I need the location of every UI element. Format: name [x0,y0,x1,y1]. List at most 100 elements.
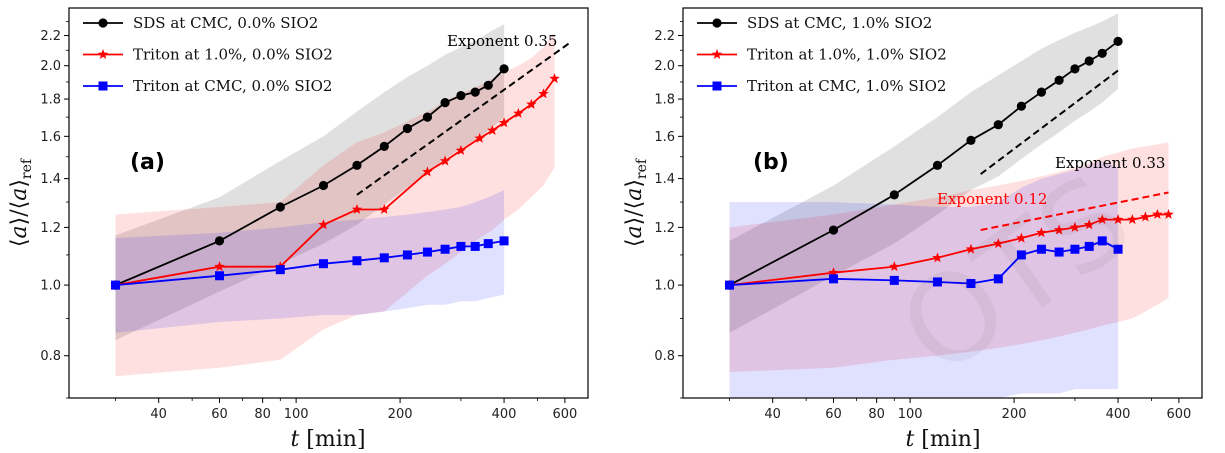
panel-b-series-2-point-11 [1097,236,1107,246]
panel-b-series-1-point-9 [1069,221,1081,232]
panel-a-series-2-point-9 [456,241,466,251]
panel-a-label: (a) [130,150,165,175]
panel-b-x-tick-label-4: 200 [1002,407,1027,422]
panel-b-reference-label-1: Exponent 0.12 [937,190,1047,208]
panel-b-series-1-point-2 [889,261,900,272]
panel-b-x-tick-label-3: 100 [898,407,923,422]
panel-b-series-2-point-0 [725,280,735,290]
panel-a-series-0-point-6 [402,123,413,134]
panel-a-y-tick-label-5: 1.8 [40,93,61,108]
panel-b-x-axis-label: t [min] [905,427,980,452]
panel-a-series-0-point-9 [456,90,466,101]
panel-b-series-0-point-3 [932,160,943,170]
panel-a-series-1-line [115,78,556,286]
panel-a-series-1-point-3 [318,219,329,230]
panel-a-series-2-point-12 [499,236,509,246]
panel-b-series-1-point-15 [1152,208,1163,219]
panel-a-series-2-point-7 [422,247,432,257]
panel-a-y-tick-label-3: 1.4 [40,172,61,187]
panel-b-x-tick-label-0: 40 [764,407,781,422]
panel-b-series-2-point-5 [993,274,1003,284]
panel-b-series-1-point-6 [1016,232,1027,243]
panel-a-series-0-point-8 [440,97,450,108]
panel-b-legend-label-0: SDS at CMC, 1.0% SIO2 [747,14,932,32]
panel-a-series-2-band [115,190,505,333]
panel-a-x-tick-label-4: 200 [388,407,413,422]
panel-b-series-0-band [729,13,1119,333]
panel-b-series-1-point-5 [993,238,1004,249]
panel-a-series-1-point-11 [498,117,510,128]
panel-b-frame [682,7,1203,399]
panel-a-series-1-point-12 [513,107,524,118]
panel-b-series-1-point-4 [965,243,977,254]
panel-b-series-2-point-4 [966,279,976,289]
panel-a: 40 60 80 100 200 400 600 0.8 1.0 1.2 1.4 1.6 1.8 2.0 2… [7,7,589,452]
panel-a-series-0-band [115,24,505,341]
panel-b-series-2-point-10 [1084,241,1094,251]
panel-a-series-2-point-4 [352,256,362,266]
panel-b-x-tick-label-6: 600 [1166,407,1191,422]
panel-b-x-tick-label-1: 60 [825,407,842,422]
panel-a-x-axis-label: t [min] [290,427,365,452]
panel-b-series-2-point-9 [1070,244,1080,254]
panel-a-y-tick-label-0: 0.8 [40,349,61,364]
panel-a-series-2-point-10 [470,241,480,251]
panel-b-series-0-point-8 [1054,75,1064,85]
panel-a-series-2-point-11 [483,239,493,249]
panel-a-series-1-point-7 [439,155,451,166]
panel-b-y-tick-label-6: 2.0 [654,59,675,74]
panel-a-series-1-point-5 [379,203,390,214]
panel-a-y-tick-label-7: 2.2 [40,29,61,44]
panel-a-legend-marker-0 [98,18,108,28]
panel-a-legend-label-2: Triton at CMC, 0.0% SIO2 [133,77,332,95]
panel-b-series-1-point-1 [828,267,839,278]
panel-a-series-2-point-3 [318,259,328,269]
panel-a-series-0-point-3 [318,180,329,191]
panel-a-series-2-point-8 [440,244,450,254]
panel-b-series-1-point-7 [1036,227,1047,238]
panel-b-legend-marker-0 [712,18,722,28]
panel-a-x-tick-label-6: 600 [552,407,577,422]
panel-b-y-tick-label-1: 1.0 [654,279,675,294]
panel-b-y-axis-label: ⟨a⟩/⟨a⟩ref [622,157,650,247]
panel-a-series-0-point-7 [422,112,433,122]
panel-b-reference-line-0 [980,69,1119,175]
panel-a-series-2-point-1 [214,271,224,281]
panel-b-series-1-point-10 [1083,219,1095,230]
panel-b-legend-marker-1 [711,49,723,59]
panel-a-series-0-point-4 [352,160,362,170]
panel-a-frame [68,7,589,399]
panel-b-series-0-point-2 [889,190,899,200]
panel-b-series-1-band [729,142,1169,372]
panel-a-legend-marker-1 [97,49,109,59]
panel-a-x-tick-label-5: 400 [492,407,517,422]
panel-a-series-2-point-2 [275,265,285,275]
panel-b-series-1-point-8 [1053,224,1065,235]
panel-b-reference-label-0: Exponent 0.33 [1055,154,1165,172]
panel-b-series-2-point-7 [1036,244,1046,254]
panel-b-y-tick-label-3: 1.4 [654,172,675,187]
panel-a-series-1-point-6 [422,166,433,177]
panel-b-series-2-point-1 [828,274,838,284]
panel-a-series-1-point-15 [549,73,560,84]
panel-a-series-0-point-2 [275,202,285,212]
panel-b-reference-line-1 [980,191,1169,232]
panel-a-series-1-point-4 [351,203,363,214]
panel-a-x-tick-label-2: 80 [254,407,271,422]
panel-a-series-2-point-6 [402,250,412,260]
panel-b-y-tick-label-5: 1.8 [654,93,675,108]
panel-b-legend-label-1: Triton at 1.0%, 1.0% SIO2 [747,46,947,64]
panel-b-series-0-point-4 [966,135,976,145]
panel-b-series-2-point-3 [932,277,942,287]
panel-a-series-2-point-5 [379,253,389,263]
panel-b-series-0-point-12 [1113,36,1123,46]
panel-a-series-1-point-9 [474,132,485,143]
panel-b-y-tick-label-0: 0.8 [654,349,675,364]
panel-b-series-1-point-3 [932,252,943,263]
panel-b-x-tick-label-2: 80 [868,407,885,422]
panel-a-reference-label-0: Exponent 0.35 [447,32,557,50]
panel-a-y-tick-label-6: 2.0 [40,59,61,74]
panel-a-series-1-point-10 [487,124,498,135]
panel-b-series-0-point-11 [1097,48,1107,58]
panel-b-series-2-band [729,161,1119,398]
